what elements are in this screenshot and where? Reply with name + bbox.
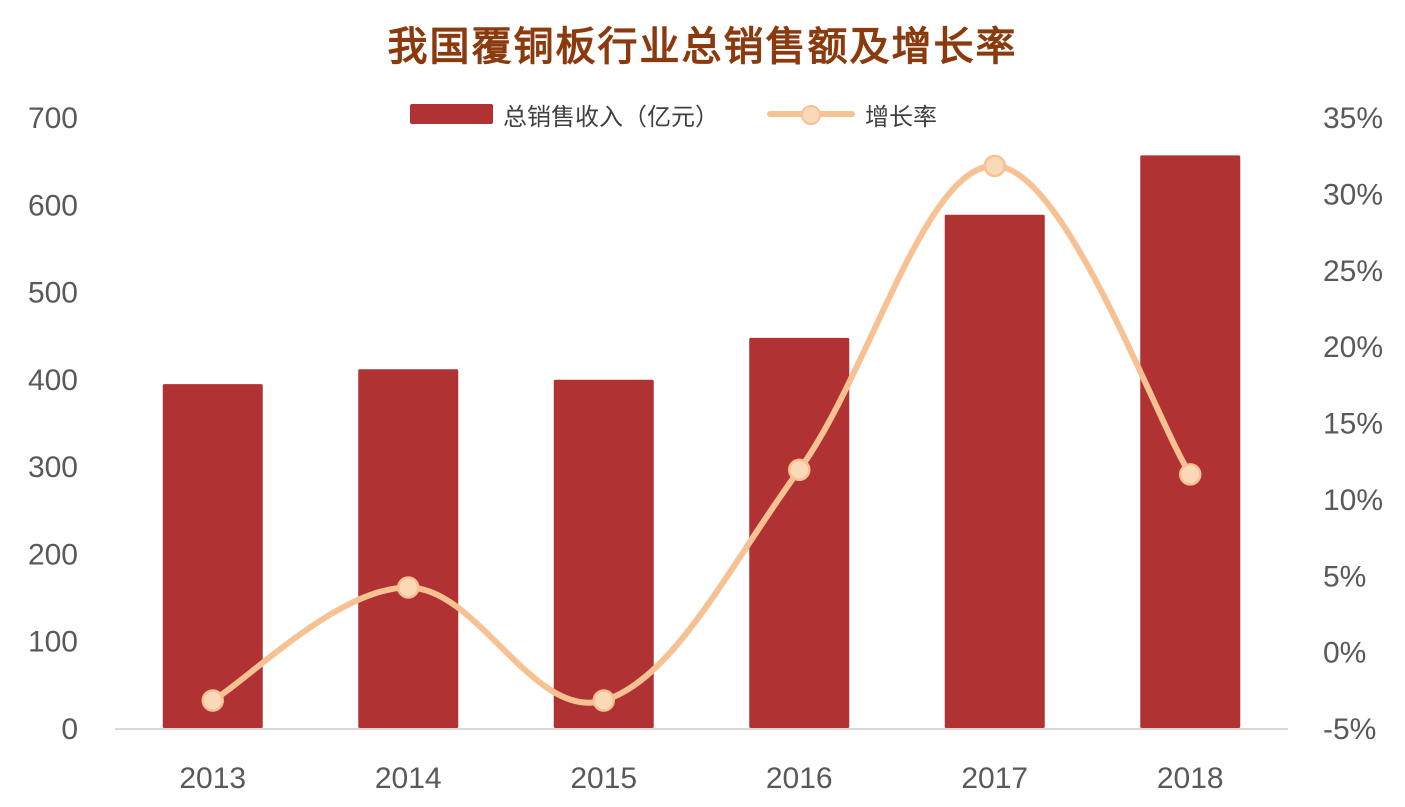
left-axis-tick-label: 100 — [28, 626, 78, 659]
growth-rate-markers — [201, 154, 1202, 712]
growth-rate-marker[interactable] — [1179, 463, 1202, 486]
revenue-bar[interactable] — [1140, 155, 1241, 729]
left-axis-tick-label: 700 — [28, 102, 78, 135]
left-axis-tick-label: 600 — [28, 189, 78, 222]
x-axis-tick-label: 2013 — [179, 762, 246, 795]
revenue-bar[interactable] — [749, 337, 850, 728]
revenue-bar[interactable] — [944, 214, 1045, 728]
right-axis-tick-label: 0% — [1323, 637, 1366, 670]
legend-label-growth: 增长率 — [865, 102, 937, 131]
legend-item-growth[interactable]: 增长率 — [767, 97, 937, 132]
revenue-bar[interactable] — [358, 369, 459, 728]
left-axis-ticks: 0 100 200 300 400 500 600 700 — [28, 102, 78, 746]
right-axis-tick-label: 35% — [1323, 102, 1383, 135]
x-axis-tick-label: 2015 — [570, 762, 637, 795]
chart-title: 我国覆铜板行业总销售额及增长率 — [387, 23, 1018, 70]
left-axis-tick-label: 500 — [28, 277, 78, 310]
legend-label-revenue: 总销售收入（亿元） — [503, 102, 719, 131]
left-axis-tick-label: 400 — [28, 364, 78, 397]
x-axis-ticks: 2013 2014 2015 2016 2017 2018 — [179, 762, 1223, 795]
revenue-bar[interactable] — [162, 384, 263, 728]
growth-rate-marker[interactable] — [592, 689, 615, 712]
right-axis-tick-label: 10% — [1323, 484, 1383, 517]
x-axis-tick-label: 2017 — [961, 762, 1028, 795]
bar-swatch-icon — [410, 104, 493, 124]
growth-rate-marker[interactable] — [201, 689, 224, 712]
x-axis-tick-label: 2014 — [375, 762, 442, 795]
right-axis-tick-label: 20% — [1323, 331, 1383, 364]
right-axis-ticks: -5% 0% 5% 10% 15% 20% 25% 30% 35% — [1323, 102, 1383, 746]
right-axis-tick-label: 5% — [1323, 560, 1366, 593]
left-axis-tick-label: 300 — [28, 451, 78, 484]
growth-rate-marker[interactable] — [788, 458, 811, 482]
left-axis-tick-label: 0 — [61, 713, 78, 746]
revenue-bars — [162, 155, 1241, 729]
growth-rate-marker[interactable] — [397, 576, 420, 599]
x-axis-tick-label: 2016 — [766, 762, 833, 795]
right-axis-tick-label: -5% — [1323, 713, 1376, 746]
revenue-bar[interactable] — [553, 379, 654, 728]
line-marker-swatch-icon — [767, 104, 855, 125]
legend-item-revenue[interactable]: 总销售收入（亿元） — [410, 97, 719, 132]
right-axis-tick-label: 30% — [1323, 178, 1383, 211]
right-axis-tick-label: 15% — [1323, 408, 1383, 441]
legend: 总销售收入（亿元） 增长率 — [410, 97, 937, 131]
growth-rate-marker[interactable] — [983, 154, 1006, 178]
x-axis-tick-label: 2018 — [1157, 762, 1224, 795]
right-axis-tick-label: 25% — [1323, 255, 1383, 288]
left-axis-tick-label: 200 — [28, 538, 78, 571]
